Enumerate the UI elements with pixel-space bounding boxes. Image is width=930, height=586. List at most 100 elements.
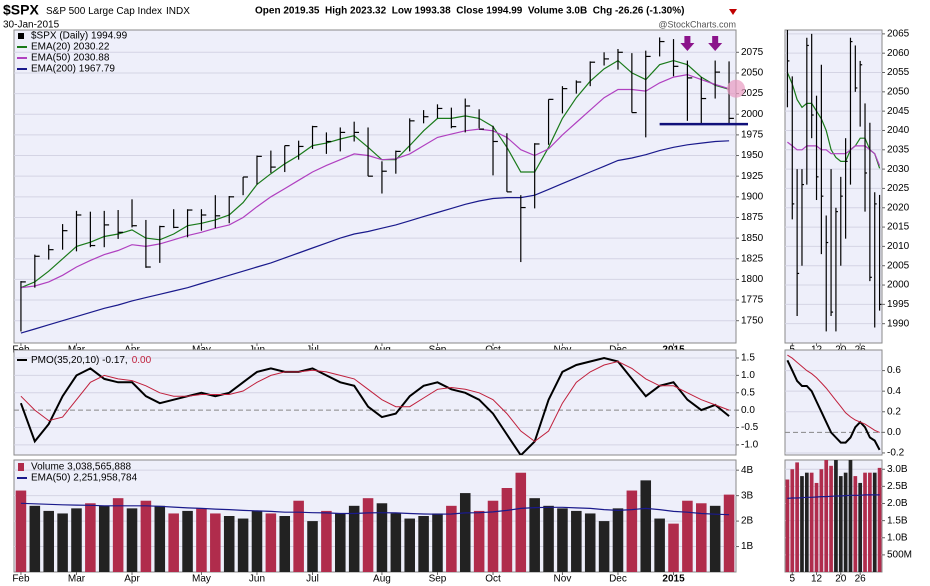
volume-bar xyxy=(43,510,54,572)
volume-bar xyxy=(182,510,193,572)
y-tick-label: 0.2 xyxy=(887,406,901,417)
volume-bar xyxy=(872,472,877,572)
legend-icon xyxy=(18,33,24,39)
y-tick-label: 2015 xyxy=(887,222,910,233)
y-tick-label: 2000 xyxy=(741,109,764,120)
y-tick-label: 4B xyxy=(741,465,754,476)
legend-label: EMA(50) 2,251,958,784 xyxy=(31,473,138,484)
volume-bar xyxy=(877,467,882,572)
volume-bar xyxy=(868,472,872,572)
volume-bar xyxy=(279,516,291,572)
volume-bar xyxy=(390,513,402,572)
volume-bar xyxy=(626,490,638,572)
volume-bar xyxy=(85,503,96,572)
series-line xyxy=(20,140,730,334)
panel xyxy=(13,349,737,456)
y-tick-label: 1950 xyxy=(741,150,764,161)
plot xyxy=(14,356,736,455)
series-line xyxy=(20,502,730,516)
exchange: INDX xyxy=(166,6,190,17)
y-tick-label: 0.0 xyxy=(887,427,901,438)
volume-bar xyxy=(418,516,429,572)
series-line xyxy=(20,59,730,289)
y-tick-label: -1.0 xyxy=(741,440,759,451)
volume-bar xyxy=(98,505,110,572)
x-tick-label: 2015 xyxy=(662,574,685,585)
volume-bar xyxy=(487,500,499,572)
legend-label: EMA(200) 1967.79 xyxy=(31,64,115,75)
plot xyxy=(14,469,736,572)
x-tick-label: Aug xyxy=(373,574,391,585)
volume-bar xyxy=(571,510,582,572)
legend-entry: PMO(35,20,10) -0.17, xyxy=(31,355,128,366)
y-tick-label: 2.0B xyxy=(887,498,908,509)
x-tick-label: May xyxy=(192,574,211,585)
legend-label: EMA(50) 2030.88 xyxy=(31,53,110,64)
legend-label: EMA(20) 2030.22 xyxy=(31,42,110,53)
y-tick-label: 2025 xyxy=(741,88,764,99)
y-tick-label: 2035 xyxy=(887,144,910,155)
volume-bar xyxy=(834,460,838,572)
y-tick-label: 2030 xyxy=(887,164,910,175)
x-tick-label: Jun xyxy=(249,574,265,585)
volume-bar xyxy=(348,505,360,572)
y-tick-label: 2025 xyxy=(887,183,910,194)
series-line xyxy=(787,494,880,499)
y-tick-label: 2050 xyxy=(741,68,764,79)
volume-bar xyxy=(829,465,833,572)
panel xyxy=(13,29,737,344)
date: 30-Jan-2015 xyxy=(3,20,60,31)
y-tick-label: 2B xyxy=(741,516,754,527)
series-line xyxy=(786,359,881,451)
volume-bar xyxy=(696,503,707,572)
y-tick-label: 2.5B xyxy=(887,481,908,492)
y-tick-label: 2065 xyxy=(887,29,910,40)
series-line xyxy=(20,73,730,289)
legend-label: PMO(35,20,10) -0.17, 0.00 xyxy=(31,355,152,366)
y-tick-label: 1995 xyxy=(887,299,910,310)
volume-bar xyxy=(459,493,471,572)
legend-icon xyxy=(18,463,24,471)
y-tick-label: 2040 xyxy=(887,125,910,136)
x-tick-label: Oct xyxy=(485,574,501,585)
volume-bar xyxy=(293,500,304,572)
volume-bar xyxy=(848,460,853,572)
volume-bar xyxy=(529,498,540,572)
volume-bar xyxy=(809,472,814,572)
y-tick-label: 1850 xyxy=(741,233,764,244)
volume-bar xyxy=(251,510,263,572)
volume-bar xyxy=(785,479,790,572)
volume-bar xyxy=(57,513,68,572)
volume-bar xyxy=(15,490,27,572)
panel xyxy=(784,29,883,344)
y-tick-label: 2045 xyxy=(887,106,910,117)
legend-label: $SPX (Daily) 1994.99 xyxy=(31,31,128,42)
down-triangle xyxy=(729,9,737,15)
series-line xyxy=(787,141,881,166)
quote: Open 2019.35 High 2023.32 Low 1993.38 Cl… xyxy=(255,6,684,17)
volume-bar xyxy=(723,494,735,572)
volume-bar xyxy=(843,472,848,572)
y-tick-label: 2075 xyxy=(741,47,764,58)
x-tick-label: Jul xyxy=(306,574,319,585)
plot xyxy=(785,30,882,332)
volume-bar xyxy=(362,498,374,572)
y-tick-label: 2000 xyxy=(887,280,910,291)
volume-bar xyxy=(265,513,277,572)
y-tick-label: 2005 xyxy=(887,260,910,271)
y-tick-label: 500M xyxy=(887,550,912,561)
x-tick-label: 20 xyxy=(835,574,847,585)
volume-bar xyxy=(321,510,332,572)
volume-bar xyxy=(432,513,443,572)
y-tick-label: 1975 xyxy=(741,130,764,141)
volume-bar xyxy=(598,521,610,572)
volume-bar xyxy=(804,472,809,572)
y-tick-label: 1.5B xyxy=(887,515,908,526)
volume-bar xyxy=(709,505,721,572)
volume-bar xyxy=(501,488,513,572)
y-tick-label: 1875 xyxy=(741,212,764,223)
volume-bar xyxy=(853,476,858,572)
volume-bar xyxy=(126,508,138,572)
